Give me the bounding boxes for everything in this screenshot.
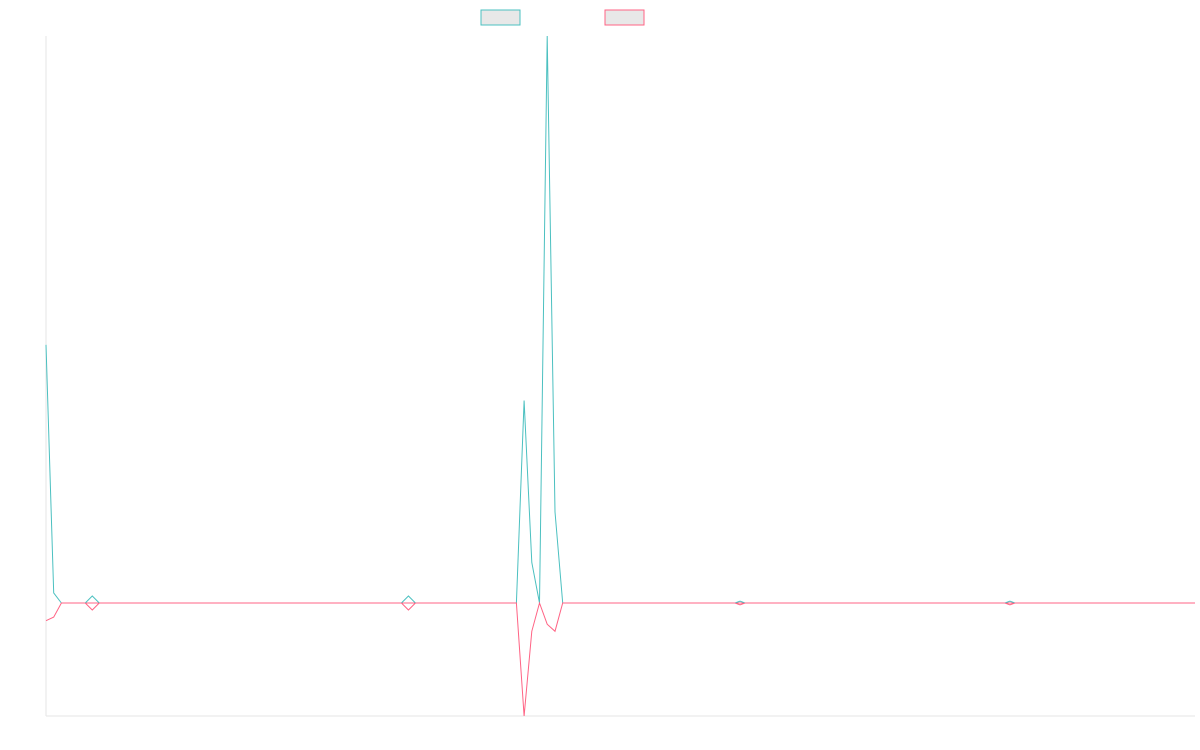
series-2-line	[45, 601, 1195, 717]
marker-1-lower	[84, 602, 100, 611]
marker-4-upper	[1004, 600, 1016, 604]
marker-3-lower	[734, 602, 746, 606]
series-layer	[45, 35, 1195, 717]
legend[interactable]	[480, 9, 645, 26]
series-1-line	[45, 35, 1195, 604]
legend-swatch-series-2[interactable]	[604, 9, 645, 26]
marker-1-upper	[84, 595, 100, 604]
marker-4-lower	[1004, 602, 1016, 606]
marker-2-upper	[401, 595, 416, 604]
marker-3-upper	[734, 600, 746, 604]
marker-2-lower	[401, 602, 416, 611]
marker-layer	[84, 595, 1016, 611]
legend-swatch-series-1[interactable]	[480, 9, 521, 26]
